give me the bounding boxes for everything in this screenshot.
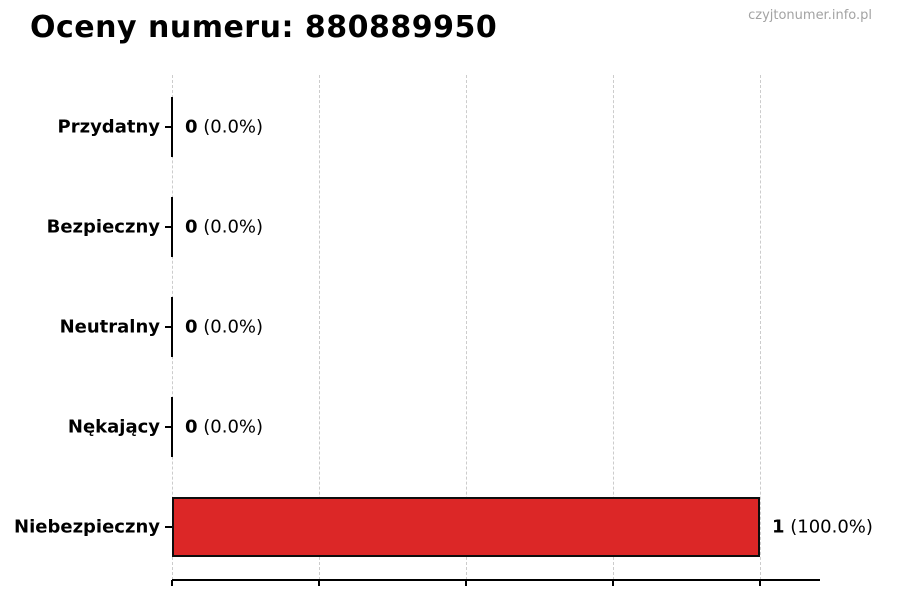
zero-bar-neutralny bbox=[171, 297, 173, 357]
zero-bar-nękający bbox=[171, 397, 173, 457]
zero-bar-przydatny bbox=[171, 97, 173, 157]
x-axis-line bbox=[172, 579, 820, 581]
y-axis-tick bbox=[165, 526, 172, 528]
gridline bbox=[612, 75, 614, 580]
value-percentage: (0.0%) bbox=[197, 116, 264, 138]
value-percentage: (0.0%) bbox=[197, 316, 264, 338]
y-axis-tick bbox=[165, 126, 172, 128]
value-count: 0 bbox=[185, 116, 198, 138]
page-title: Oceny numeru: 880889950 bbox=[30, 10, 498, 45]
gridline bbox=[318, 75, 320, 580]
value-label: 0 (0.0%) bbox=[185, 217, 263, 238]
x-axis-tick bbox=[318, 580, 320, 586]
value-label: 0 (0.0%) bbox=[185, 417, 263, 438]
category-label: Bezpieczny bbox=[46, 216, 160, 238]
value-count: 1 bbox=[772, 516, 785, 538]
category-label: Neutralny bbox=[59, 316, 160, 338]
zero-bar-bezpieczny bbox=[171, 197, 173, 257]
y-axis-tick bbox=[165, 326, 172, 328]
watermark: czyjtonumer.info.pl bbox=[748, 8, 872, 23]
x-axis-tick bbox=[759, 580, 761, 586]
x-axis-tick bbox=[171, 580, 173, 586]
value-label: 1 (100.0%) bbox=[772, 517, 873, 538]
value-label: 0 (0.0%) bbox=[185, 317, 263, 338]
y-axis-tick bbox=[165, 226, 172, 228]
value-percentage: (0.0%) bbox=[197, 216, 264, 238]
y-axis-tick bbox=[165, 426, 172, 428]
gridline bbox=[465, 75, 467, 580]
value-count: 0 bbox=[185, 216, 198, 238]
x-axis-tick bbox=[465, 580, 467, 586]
x-axis-tick bbox=[612, 580, 614, 586]
bar-niebezpieczny bbox=[172, 497, 760, 557]
value-count: 0 bbox=[185, 416, 198, 438]
category-label: Niebezpieczny bbox=[14, 516, 160, 538]
value-count: 0 bbox=[185, 316, 198, 338]
value-percentage: (100.0%) bbox=[784, 516, 873, 538]
gridline bbox=[759, 75, 761, 580]
category-label: Nękający bbox=[67, 416, 160, 438]
value-percentage: (0.0%) bbox=[197, 416, 264, 438]
value-label: 0 (0.0%) bbox=[185, 117, 263, 138]
category-label: Przydatny bbox=[57, 116, 160, 138]
